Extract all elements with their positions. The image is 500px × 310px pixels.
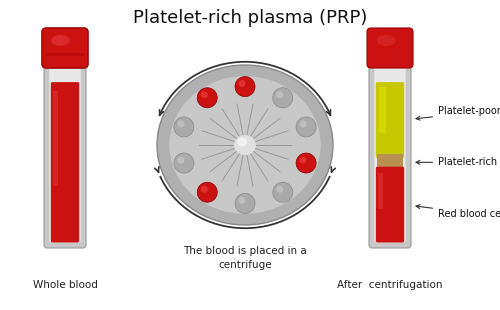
Circle shape [300,121,306,127]
Ellipse shape [237,138,247,147]
Bar [378,154,402,170]
Circle shape [296,117,316,137]
FancyBboxPatch shape [367,28,413,68]
Bar [378,173,383,209]
Circle shape [238,80,246,87]
Circle shape [273,182,293,202]
Text: The blood is placed in a
centrifuge: The blood is placed in a centrifuge [183,246,307,270]
Circle shape [235,77,255,97]
Circle shape [235,193,255,213]
Circle shape [174,117,194,137]
Circle shape [197,182,217,202]
FancyBboxPatch shape [44,57,86,248]
Circle shape [296,153,316,173]
Circle shape [178,157,184,164]
Ellipse shape [51,36,68,45]
Circle shape [178,121,184,127]
Ellipse shape [52,35,70,46]
FancyBboxPatch shape [376,167,404,242]
Bar [54,91,58,186]
Ellipse shape [157,65,333,225]
Ellipse shape [376,35,396,46]
Circle shape [197,88,217,108]
FancyBboxPatch shape [374,59,406,243]
Text: Red blood cells: Red blood cells [416,205,500,219]
Circle shape [238,197,246,204]
Circle shape [276,91,283,98]
FancyBboxPatch shape [42,28,88,68]
Circle shape [200,186,207,193]
Text: Platelet-poor plasma: Platelet-poor plasma [416,106,500,120]
Ellipse shape [234,135,256,155]
Bar [380,86,386,133]
FancyBboxPatch shape [42,28,88,68]
FancyBboxPatch shape [369,57,411,248]
FancyBboxPatch shape [50,59,80,243]
Circle shape [300,157,306,164]
Text: After  centrifugation: After centrifugation [337,280,443,290]
Ellipse shape [170,76,320,214]
Text: Platelet-rich plasma (PRP): Platelet-rich plasma (PRP) [133,9,367,27]
FancyBboxPatch shape [376,82,404,158]
Text: Platelet-rich plasma: Platelet-rich plasma [416,157,500,167]
Bar [46,53,84,56]
Circle shape [174,153,194,173]
Text: Whole blood: Whole blood [32,280,98,290]
Circle shape [273,88,293,108]
FancyBboxPatch shape [51,82,79,242]
Circle shape [276,186,283,193]
Circle shape [200,91,207,98]
